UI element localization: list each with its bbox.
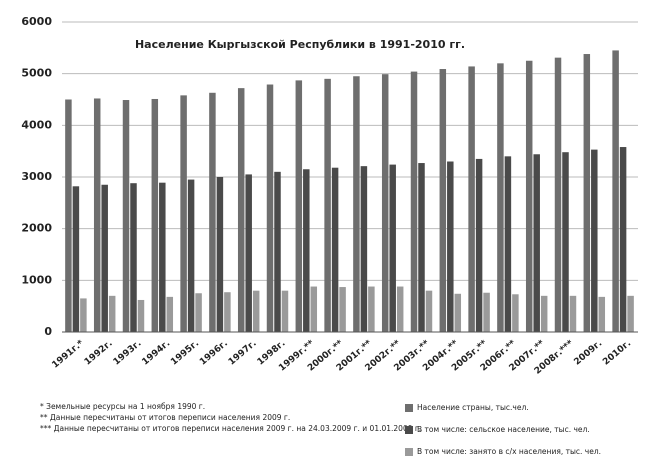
bar [252, 290, 260, 332]
bar [303, 169, 310, 332]
x-tick-label: 1996г. [198, 339, 230, 368]
bar [281, 290, 289, 332]
bar [310, 286, 318, 332]
bar [454, 293, 462, 332]
x-tick-label: 1995г. [169, 339, 201, 368]
bar [591, 149, 598, 332]
bar [598, 296, 606, 332]
bar [447, 161, 454, 332]
chart-title: Население Кыргызской Республики в 1991-2… [135, 38, 465, 51]
bar [504, 156, 512, 332]
bar [216, 177, 224, 332]
x-tick-label: 1994г. [140, 339, 172, 368]
bar [425, 290, 433, 332]
bar [360, 166, 368, 332]
y-tick-label: 0 [44, 325, 52, 338]
bar [237, 88, 245, 332]
y-tick-label: 1000 [21, 273, 52, 286]
bar [331, 167, 339, 332]
bar [562, 152, 569, 332]
x-tick-label: 1997г. [227, 339, 259, 368]
bar [554, 57, 562, 333]
bar [612, 50, 619, 333]
x-tick-label: 2009г. [572, 339, 604, 368]
bar [339, 287, 346, 332]
bar [525, 60, 533, 332]
bar [245, 174, 252, 332]
bar [266, 84, 274, 333]
x-tick-label: 1992г. [83, 339, 115, 368]
footnote: *** Данные пересчитаны от итогов перепис… [40, 424, 421, 433]
bar [410, 71, 418, 332]
bar [130, 183, 137, 332]
bar [396, 286, 404, 332]
y-tick-label: 5000 [21, 67, 52, 80]
bar [540, 295, 548, 332]
bar [439, 69, 447, 333]
bar [274, 171, 281, 332]
x-tick-label: 1993г. [112, 339, 144, 368]
legend-label: В том числе: сельское население, тыс. че… [417, 425, 590, 434]
bar [483, 292, 490, 332]
bar [381, 74, 389, 332]
y-tick-label: 2000 [21, 222, 52, 235]
bar [619, 147, 627, 332]
bar [512, 294, 519, 332]
x-tick-label: 2010г. [601, 339, 633, 368]
bar [295, 80, 303, 332]
footnote: ** Данные пересчитаны от итогов переписи… [40, 413, 290, 422]
bar [93, 98, 101, 332]
bar [389, 164, 396, 332]
legend-label: В том числе: занято в с/х населения, тыс… [417, 447, 601, 456]
bar [65, 99, 72, 332]
bar [80, 298, 87, 332]
y-tick-label: 6000 [21, 15, 52, 28]
bar [209, 92, 216, 333]
x-tick-label: 1991г.* [50, 338, 86, 370]
bar [72, 186, 80, 332]
legend-swatch [405, 426, 413, 434]
bar [151, 98, 159, 332]
bar [159, 182, 166, 332]
legend-label: Население страны, тыс.чел. [417, 403, 529, 412]
bar [108, 295, 116, 332]
bar [497, 63, 504, 332]
bar [368, 286, 375, 332]
bar [166, 296, 174, 332]
y-tick-label: 4000 [21, 118, 52, 131]
bar [224, 292, 231, 332]
bar [187, 179, 195, 332]
legend-swatch [405, 404, 413, 412]
bar [195, 293, 202, 332]
footnote: * Земельные ресурсы на 1 ноября 1990 г. [40, 402, 205, 411]
bar [468, 66, 475, 332]
bar [324, 78, 331, 332]
bar [569, 295, 577, 332]
legend-swatch [405, 448, 413, 456]
bar [627, 295, 634, 332]
bar [353, 76, 360, 332]
bar [475, 158, 483, 332]
bar [101, 184, 108, 332]
bar [533, 154, 540, 332]
bar [122, 100, 130, 333]
bar [418, 163, 425, 332]
bar [583, 54, 591, 333]
bar [137, 299, 145, 332]
y-tick-label: 3000 [21, 170, 52, 183]
bar [180, 95, 187, 332]
